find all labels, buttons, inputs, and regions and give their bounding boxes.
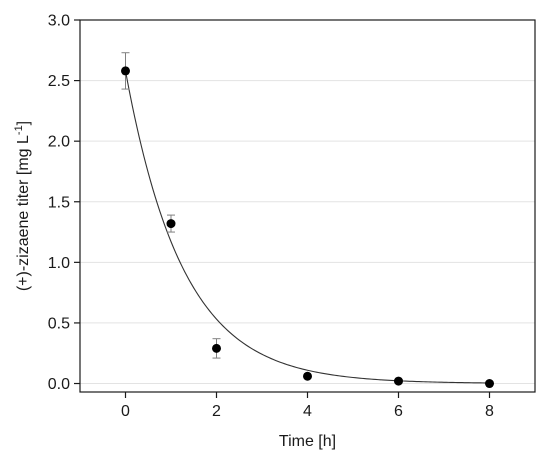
y-tick-label: 2.0 — [48, 134, 70, 151]
y-tick-label: 2.5 — [48, 73, 70, 90]
y-tick-label: 1.5 — [48, 194, 70, 211]
y-axis-title-main: (+)-zizaene titer [mg L — [15, 135, 32, 291]
x-tick-label: 2 — [212, 403, 221, 420]
y-tick-label: 0.0 — [48, 376, 70, 393]
data-point — [485, 379, 494, 389]
data-points — [121, 66, 494, 389]
y-axis-title: (+)-zizaene titer [mg L-1] — [13, 121, 32, 291]
x-tick-label: 0 — [121, 403, 130, 420]
y-tick-label: 3.0 — [48, 13, 70, 30]
fit-curve-layer — [124, 70, 490, 384]
data-point — [394, 376, 403, 386]
y-axis-ticks: 0.0 0.5 1.0 1.5 2.0 2.5 3.0 — [48, 13, 80, 393]
y-axis-title-superscript: -1 — [13, 125, 25, 135]
x-tick-label: 4 — [303, 403, 312, 420]
data-point — [121, 66, 130, 76]
data-point — [166, 219, 176, 229]
data-point — [212, 343, 221, 353]
y-axis-title-close: ] — [15, 121, 32, 125]
x-axis-title: Time [h] — [279, 433, 336, 450]
y-tick-label: 0.5 — [48, 315, 70, 332]
y-tick-label: 1.0 — [48, 255, 70, 272]
x-tick-label: 6 — [394, 403, 403, 420]
fit-curve — [124, 70, 490, 384]
plot-frame — [79, 19, 536, 393]
error-bars — [121, 52, 221, 359]
x-tick-label: 8 — [485, 403, 494, 420]
grid-lines — [80, 19, 535, 385]
data-point — [303, 371, 312, 381]
x-axis-ticks: 0 2 4 6 8 — [121, 392, 494, 420]
